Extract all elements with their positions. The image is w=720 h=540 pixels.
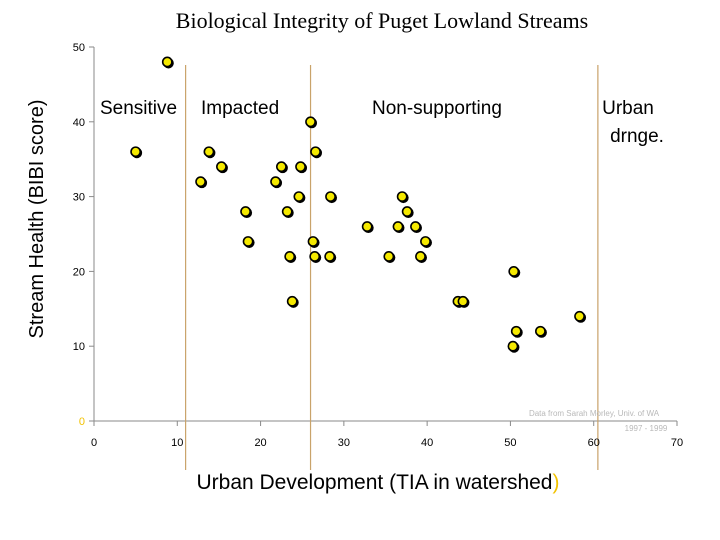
x-tick-label: 30 xyxy=(338,437,350,449)
data-point xyxy=(284,251,296,262)
data-point xyxy=(401,206,413,217)
data-point xyxy=(286,295,298,307)
data-point xyxy=(510,325,522,337)
x-tick-label: 0 xyxy=(91,437,97,449)
x-tick-label: 50 xyxy=(504,437,516,449)
y-tick-label: 0 xyxy=(79,416,85,428)
data-point xyxy=(309,251,321,262)
data-point xyxy=(310,146,321,158)
data-point xyxy=(203,146,215,158)
category-boundaries xyxy=(185,65,599,470)
data-point xyxy=(305,116,316,128)
data-point xyxy=(295,161,306,173)
y-axis-label: Stream Health (BIBI score) xyxy=(26,100,48,339)
axes xyxy=(89,46,678,426)
data-points xyxy=(130,56,587,353)
data-point xyxy=(324,251,336,262)
data-point xyxy=(535,325,546,337)
y-tick-label: 20 xyxy=(73,266,85,278)
data-point xyxy=(307,236,319,247)
data-point xyxy=(161,56,173,68)
data-credit-line2: 1997 - 1999 xyxy=(625,424,668,433)
region-label-urban-line1: Urban xyxy=(602,98,654,119)
region-label-urban-line2: drnge. xyxy=(610,126,664,147)
y-tick-label: 50 xyxy=(73,42,85,54)
data-point xyxy=(270,176,281,188)
data-point xyxy=(507,340,519,352)
data-credit: Data from Sarah Morley, Univ. of WA 1997 … xyxy=(529,409,668,433)
region-label-urban: Urban drnge. xyxy=(602,98,664,147)
x-tick-label: 60 xyxy=(588,437,600,449)
data-point xyxy=(574,310,585,322)
x-tick-label: 70 xyxy=(671,437,683,449)
data-point xyxy=(216,161,227,173)
y-tick-label: 30 xyxy=(73,192,85,204)
x-tick-label: 40 xyxy=(421,437,433,449)
data-point xyxy=(281,206,293,217)
data-point xyxy=(457,295,469,307)
y-tick-label: 10 xyxy=(73,341,85,353)
data-point xyxy=(242,236,254,247)
region-label-non-supporting: Non-supporting xyxy=(372,98,502,119)
data-point xyxy=(195,176,207,188)
x-tick-label: 20 xyxy=(254,437,266,449)
data-credit-line1: Data from Sarah Morley, Univ. of WA xyxy=(529,409,660,418)
x-axis-label: Urban Development (TIA in watershed) xyxy=(196,471,559,494)
x-axis-label-text: Urban Development (TIA in watershed xyxy=(196,471,552,494)
region-label-impacted: Impacted xyxy=(201,98,279,119)
data-point xyxy=(508,265,520,277)
data-point xyxy=(410,221,421,232)
region-label-sensitive: Sensitive xyxy=(100,98,177,119)
y-tick-label: 40 xyxy=(73,117,85,129)
data-point xyxy=(240,206,251,217)
data-point xyxy=(325,191,336,202)
data-point xyxy=(396,191,408,202)
chart-title: Biological Integrity of Puget Lowland St… xyxy=(176,8,588,33)
data-point xyxy=(130,146,142,158)
x-tick-label: 10 xyxy=(171,437,183,449)
data-point xyxy=(420,236,431,247)
x-axis-label-paren: ) xyxy=(553,471,560,494)
tick-labels: 0 10 20 30 40 50 60 70 0 10 20 30 40 50 xyxy=(73,42,683,449)
data-point xyxy=(275,161,287,173)
data-point xyxy=(361,221,373,232)
data-point xyxy=(392,221,404,232)
data-point xyxy=(293,191,305,202)
data-point xyxy=(383,251,395,262)
data-point xyxy=(415,251,426,262)
